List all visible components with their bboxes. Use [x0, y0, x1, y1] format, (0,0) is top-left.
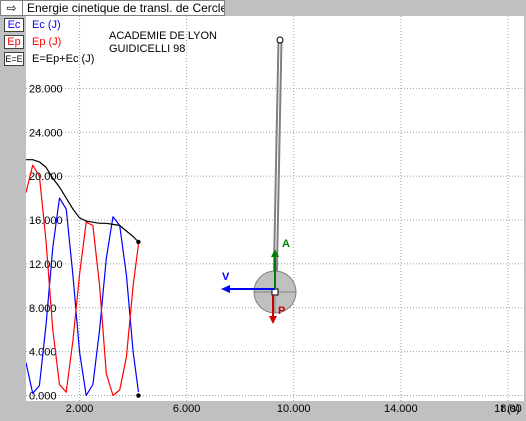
velocity-label: V [222, 271, 230, 283]
x-tick-label: 6.000 [172, 403, 201, 415]
e-total-legend-label: E=Ep+Ec (J) [32, 53, 95, 65]
y-tick-label: 20.000 [29, 171, 63, 183]
velocity-arrowhead [221, 285, 230, 293]
right-border [524, 16, 526, 421]
acceleration-arrowhead [271, 249, 279, 257]
x-tick-label: 14.000 [384, 403, 418, 415]
y-tick-label: 0.000 [29, 391, 57, 401]
y-tick-label: 28.000 [29, 83, 63, 95]
y-tick-label: 8.000 [29, 303, 57, 315]
credit-line-1: ACADEMIE DE LYON [109, 30, 217, 42]
pendulum-simulation[interactable] [221, 36, 297, 324]
window-title: Energie cinetique de transl. de Cercle 2 [27, 1, 225, 15]
series-line-2 [26, 159, 139, 243]
ep-legend-label: Ep (J) [32, 36, 62, 48]
series-endpoint [136, 239, 141, 245]
pendulum-pivot [276, 36, 284, 44]
y-tick-label: 16.000 [29, 215, 63, 227]
ec-legend-label: Ec (J) [32, 19, 61, 31]
credit-line-2: GUIDICELLI 98 [109, 43, 186, 55]
legend-button-strip: Ec Ep E=E [0, 16, 26, 421]
x-tick-label: 18.00 [494, 403, 522, 415]
title-bar[interactable]: ⇨ Energie cinetique de transl. de Cercle… [0, 0, 225, 16]
plot-area[interactable]: 0.000 4.000 8.000 12.000 16.000 20.000 24.000 2… [26, 16, 524, 401]
y-tick-label: 24.000 [29, 127, 63, 139]
series-line-0 [26, 197, 140, 397]
x-tick-label: 10.000 [276, 403, 311, 415]
x-axis-strip [26, 401, 524, 421]
weight-arrowhead [269, 316, 277, 324]
e-total-toggle-button[interactable]: E=E [4, 52, 24, 66]
x-axis-label: t (s) [501, 403, 520, 415]
x-tick-label: 2.000 [65, 403, 94, 415]
ec-toggle-button[interactable]: Ec [4, 18, 24, 32]
series-endpoint [136, 393, 141, 398]
series-layer [26, 159, 141, 398]
ep-toggle-button[interactable]: Ep [4, 35, 24, 49]
arrow-right-icon[interactable]: ⇨ [1, 1, 23, 15]
chart-svg: 0.0004.0008.00012.00016.00020.00024.0002… [26, 16, 524, 401]
acceleration-label: A [282, 238, 290, 250]
weight-label: P [278, 305, 286, 317]
y-tick-label: 12.000 [29, 259, 63, 271]
series-line-1 [26, 164, 140, 397]
